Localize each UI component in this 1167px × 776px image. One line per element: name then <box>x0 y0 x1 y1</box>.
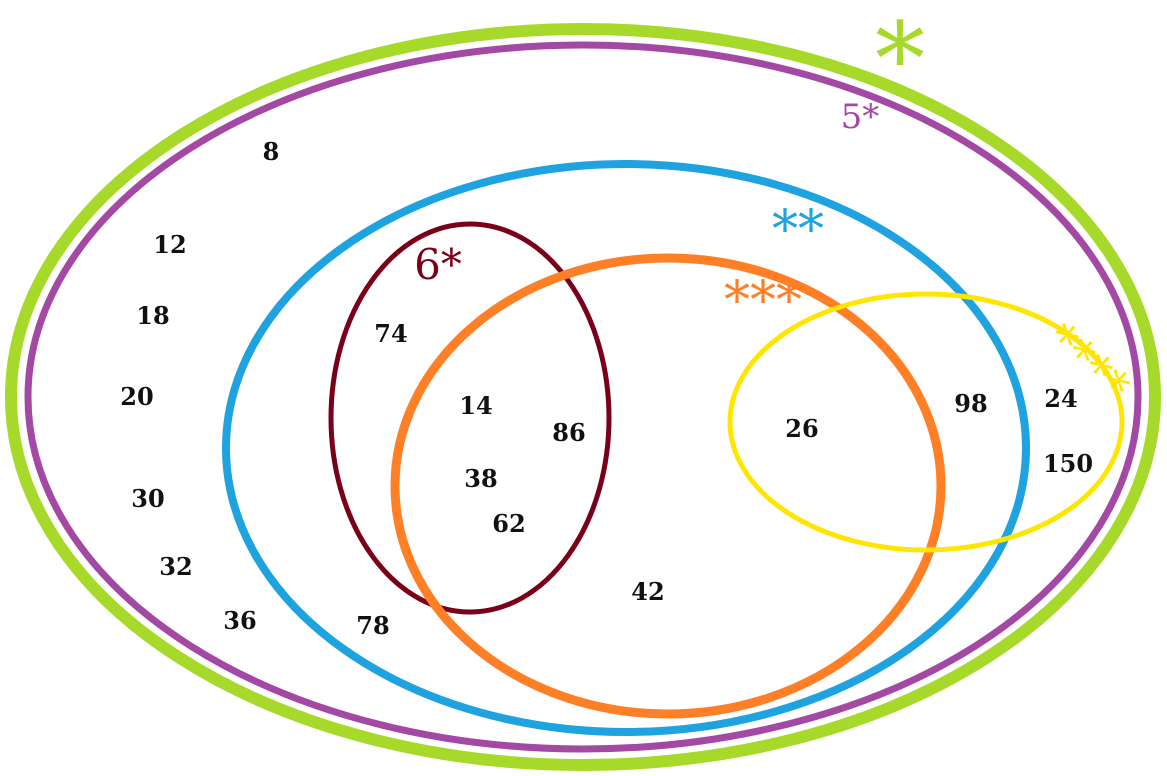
number-12: 12 <box>153 230 186 259</box>
number-86: 86 <box>552 418 585 447</box>
number-36: 36 <box>223 606 256 635</box>
number-38: 38 <box>464 464 497 493</box>
set-2-blue-ellipse <box>222 160 1030 736</box>
set-3-orange-ellipse <box>390 253 946 719</box>
number-18: 18 <box>136 301 169 330</box>
number-62: 62 <box>492 509 525 538</box>
number-8: 8 <box>263 137 280 166</box>
number-150: 150 <box>1043 449 1093 478</box>
set-2-blue-label: ** <box>772 200 824 260</box>
set-6-darkred-label: 6* <box>414 240 462 289</box>
number-26: 26 <box>785 414 818 443</box>
number-42: 42 <box>631 577 664 606</box>
set-3-orange-label: *** <box>724 271 802 331</box>
number-20: 20 <box>120 382 153 411</box>
number-74: 74 <box>374 319 407 348</box>
set-outer-green-ellipse <box>5 23 1161 771</box>
set-5-purple-label: 5* <box>841 97 880 137</box>
number-24: 24 <box>1044 384 1077 413</box>
number-98: 98 <box>954 389 987 418</box>
number-78: 78 <box>356 611 389 640</box>
set-5-purple-ellipse <box>24 41 1142 753</box>
number-30: 30 <box>131 484 164 513</box>
set-4-yellow-ellipse <box>727 291 1125 553</box>
set-6-darkred-ellipse <box>328 221 612 615</box>
number-14: 14 <box>459 391 492 420</box>
set-outer-green-label: * <box>875 1 925 118</box>
number-32: 32 <box>159 552 192 581</box>
